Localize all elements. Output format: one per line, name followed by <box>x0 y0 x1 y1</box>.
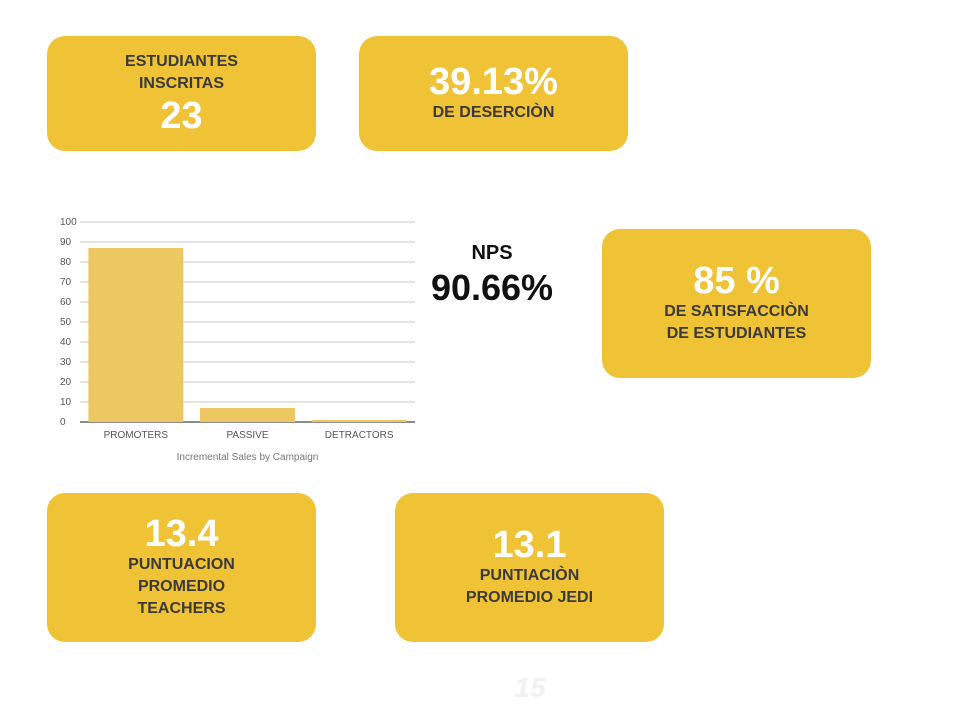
chart-caption: Incremental Sales by Campaign <box>177 452 319 463</box>
y-tick-label: 60 <box>60 297 72 308</box>
teachers-label-line1: PUNTUACION <box>128 556 235 574</box>
nps-value: 90.66% <box>430 267 554 308</box>
nps-bar-chart: 0 10 20 30 40 50 60 70 80 90 100 PROMOTERS PASSIVE DE… <box>60 217 415 463</box>
enrolled-label-line1: ESTUDIANTES <box>125 52 238 70</box>
y-tick-label: 20 <box>60 377 72 388</box>
satisfaction-label-line2: DE ESTUDIANTES <box>666 325 807 343</box>
dropout-label: DE DESERCIÒN <box>432 104 555 122</box>
nps-label: NPS <box>471 242 513 264</box>
page-number: 15 <box>514 672 546 703</box>
teachers-label-line2: PROMEDIO <box>137 578 226 596</box>
bar <box>311 420 407 422</box>
enrolled-students-card: ESTUDIANTES INSCRITAS 23 <box>47 36 316 151</box>
y-tick-label: 10 <box>60 397 72 408</box>
teachers-score-card: 13.4 PUNTUACION PROMEDIO TEACHERS <box>47 493 316 642</box>
enrolled-label-line2: INSCRITAS <box>138 74 225 92</box>
dropout-card: 39.13% DE DESERCIÒN <box>359 36 628 151</box>
jedi-label-line1: PUNTIACIÒN <box>479 567 580 585</box>
bar <box>200 408 295 422</box>
y-tick-label: 70 <box>60 277 72 288</box>
satisfaction-value: 85 % <box>693 259 780 302</box>
nps-block: NPS 90.66% <box>412 240 572 310</box>
x-tick-label: PROMOTERS <box>104 430 169 441</box>
x-tick-label: PASSIVE <box>226 430 268 441</box>
jedi-label-line2: PROMEDIO JEDI <box>465 589 594 607</box>
satisfaction-label-line1: DE SATISFACCIÒN <box>664 303 809 321</box>
y-tick-label: 90 <box>60 237 72 248</box>
y-tick-label: 0 <box>60 417 66 428</box>
y-tick-label: 80 <box>60 257 72 268</box>
x-tick-label: DETRACTORS <box>325 430 394 441</box>
dropout-value: 39.13% <box>429 60 558 103</box>
satisfaction-card: 85 % DE SATISFACCIÒN DE ESTUDIANTES <box>602 229 871 378</box>
jedi-score-value: 13.1 <box>492 523 567 566</box>
enrolled-value: 23 <box>160 94 203 137</box>
teachers-score-value: 13.4 <box>144 512 219 555</box>
bar <box>88 248 184 422</box>
y-tick-label: 100 <box>60 217 77 228</box>
jedi-score-card: 13.1 PUNTIACIÒN PROMEDIO JEDI <box>395 493 664 642</box>
y-tick-label: 40 <box>60 337 72 348</box>
teachers-label-line3: TEACHERS <box>137 600 226 618</box>
y-tick-label: 30 <box>60 357 72 368</box>
y-tick-label: 50 <box>60 317 72 328</box>
